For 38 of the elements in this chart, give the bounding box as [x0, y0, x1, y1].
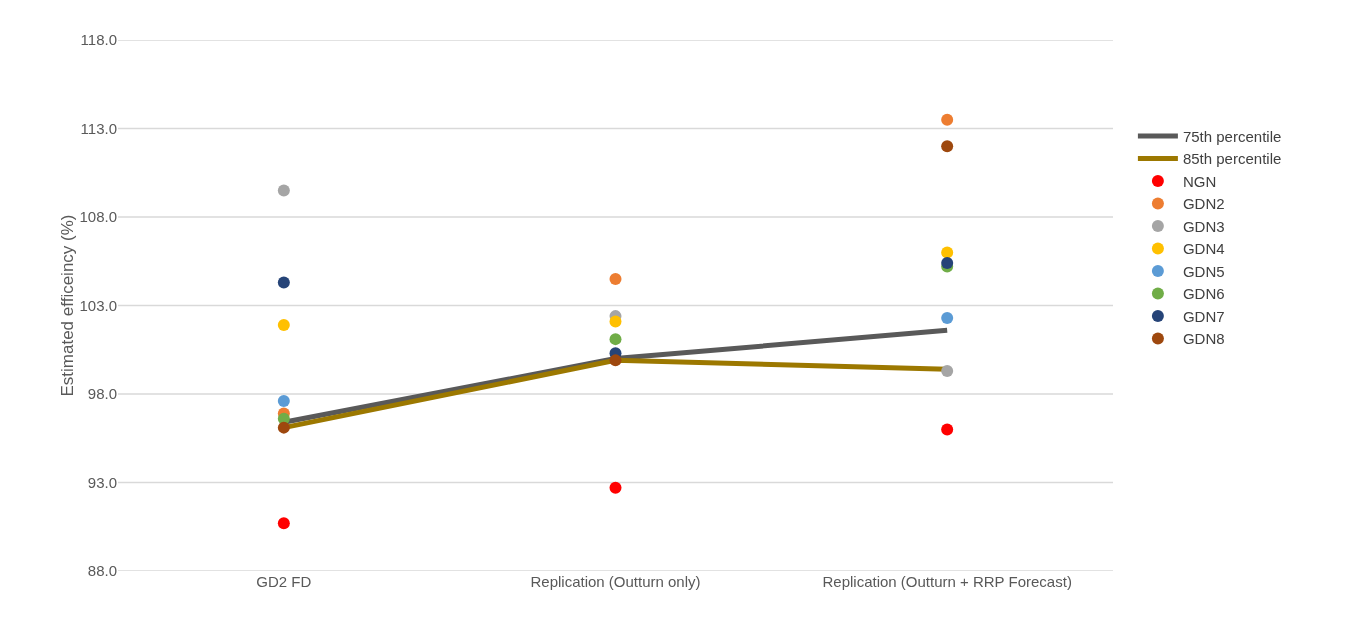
legend-label: NGN — [1182, 172, 1217, 190]
x-tick-label: Replication (Outturn only) — [530, 573, 701, 590]
legend-label: GDN8 — [1182, 330, 1225, 348]
y-tick-label: 118.0 — [80, 31, 117, 49]
x-tick-label: GD2 FD — [256, 573, 312, 590]
y-tick-label: 93.0 — [87, 473, 117, 491]
x-tick-label: Replication (Outturn + RRP Forecast) — [822, 573, 1072, 590]
legend-label: GDN2 — [1182, 195, 1225, 213]
y-tick-label: 98.0 — [87, 385, 117, 403]
point — [277, 421, 290, 434]
y-tick-label: 113.0 — [80, 119, 117, 137]
point — [941, 311, 954, 324]
legend-label: 75th percentile — [1182, 127, 1282, 145]
point — [941, 140, 954, 153]
legend-label: GDN5 — [1182, 262, 1225, 280]
point — [277, 517, 290, 530]
point — [277, 276, 290, 289]
point — [277, 318, 290, 331]
point — [609, 354, 622, 367]
point — [609, 481, 622, 494]
point — [941, 423, 954, 436]
point — [609, 333, 622, 346]
legend-label: GDN4 — [1182, 240, 1225, 258]
point — [941, 246, 954, 259]
point — [277, 184, 290, 197]
y-tick-label: 88.0 — [87, 562, 117, 580]
y-axis-title: Estimated efficeincy (%) — [58, 214, 78, 397]
legend-label: GDN6 — [1182, 285, 1225, 303]
point — [941, 364, 954, 377]
point — [277, 395, 290, 408]
legend-label: GDN3 — [1182, 217, 1225, 235]
point — [609, 315, 622, 328]
y-tick-label: 103.0 — [79, 296, 117, 314]
point — [609, 272, 622, 285]
point — [941, 113, 954, 126]
legend-label: 85th percentile — [1182, 150, 1282, 168]
y-tick-label: 108.0 — [79, 208, 117, 226]
legend-label: GDN7 — [1182, 307, 1225, 325]
